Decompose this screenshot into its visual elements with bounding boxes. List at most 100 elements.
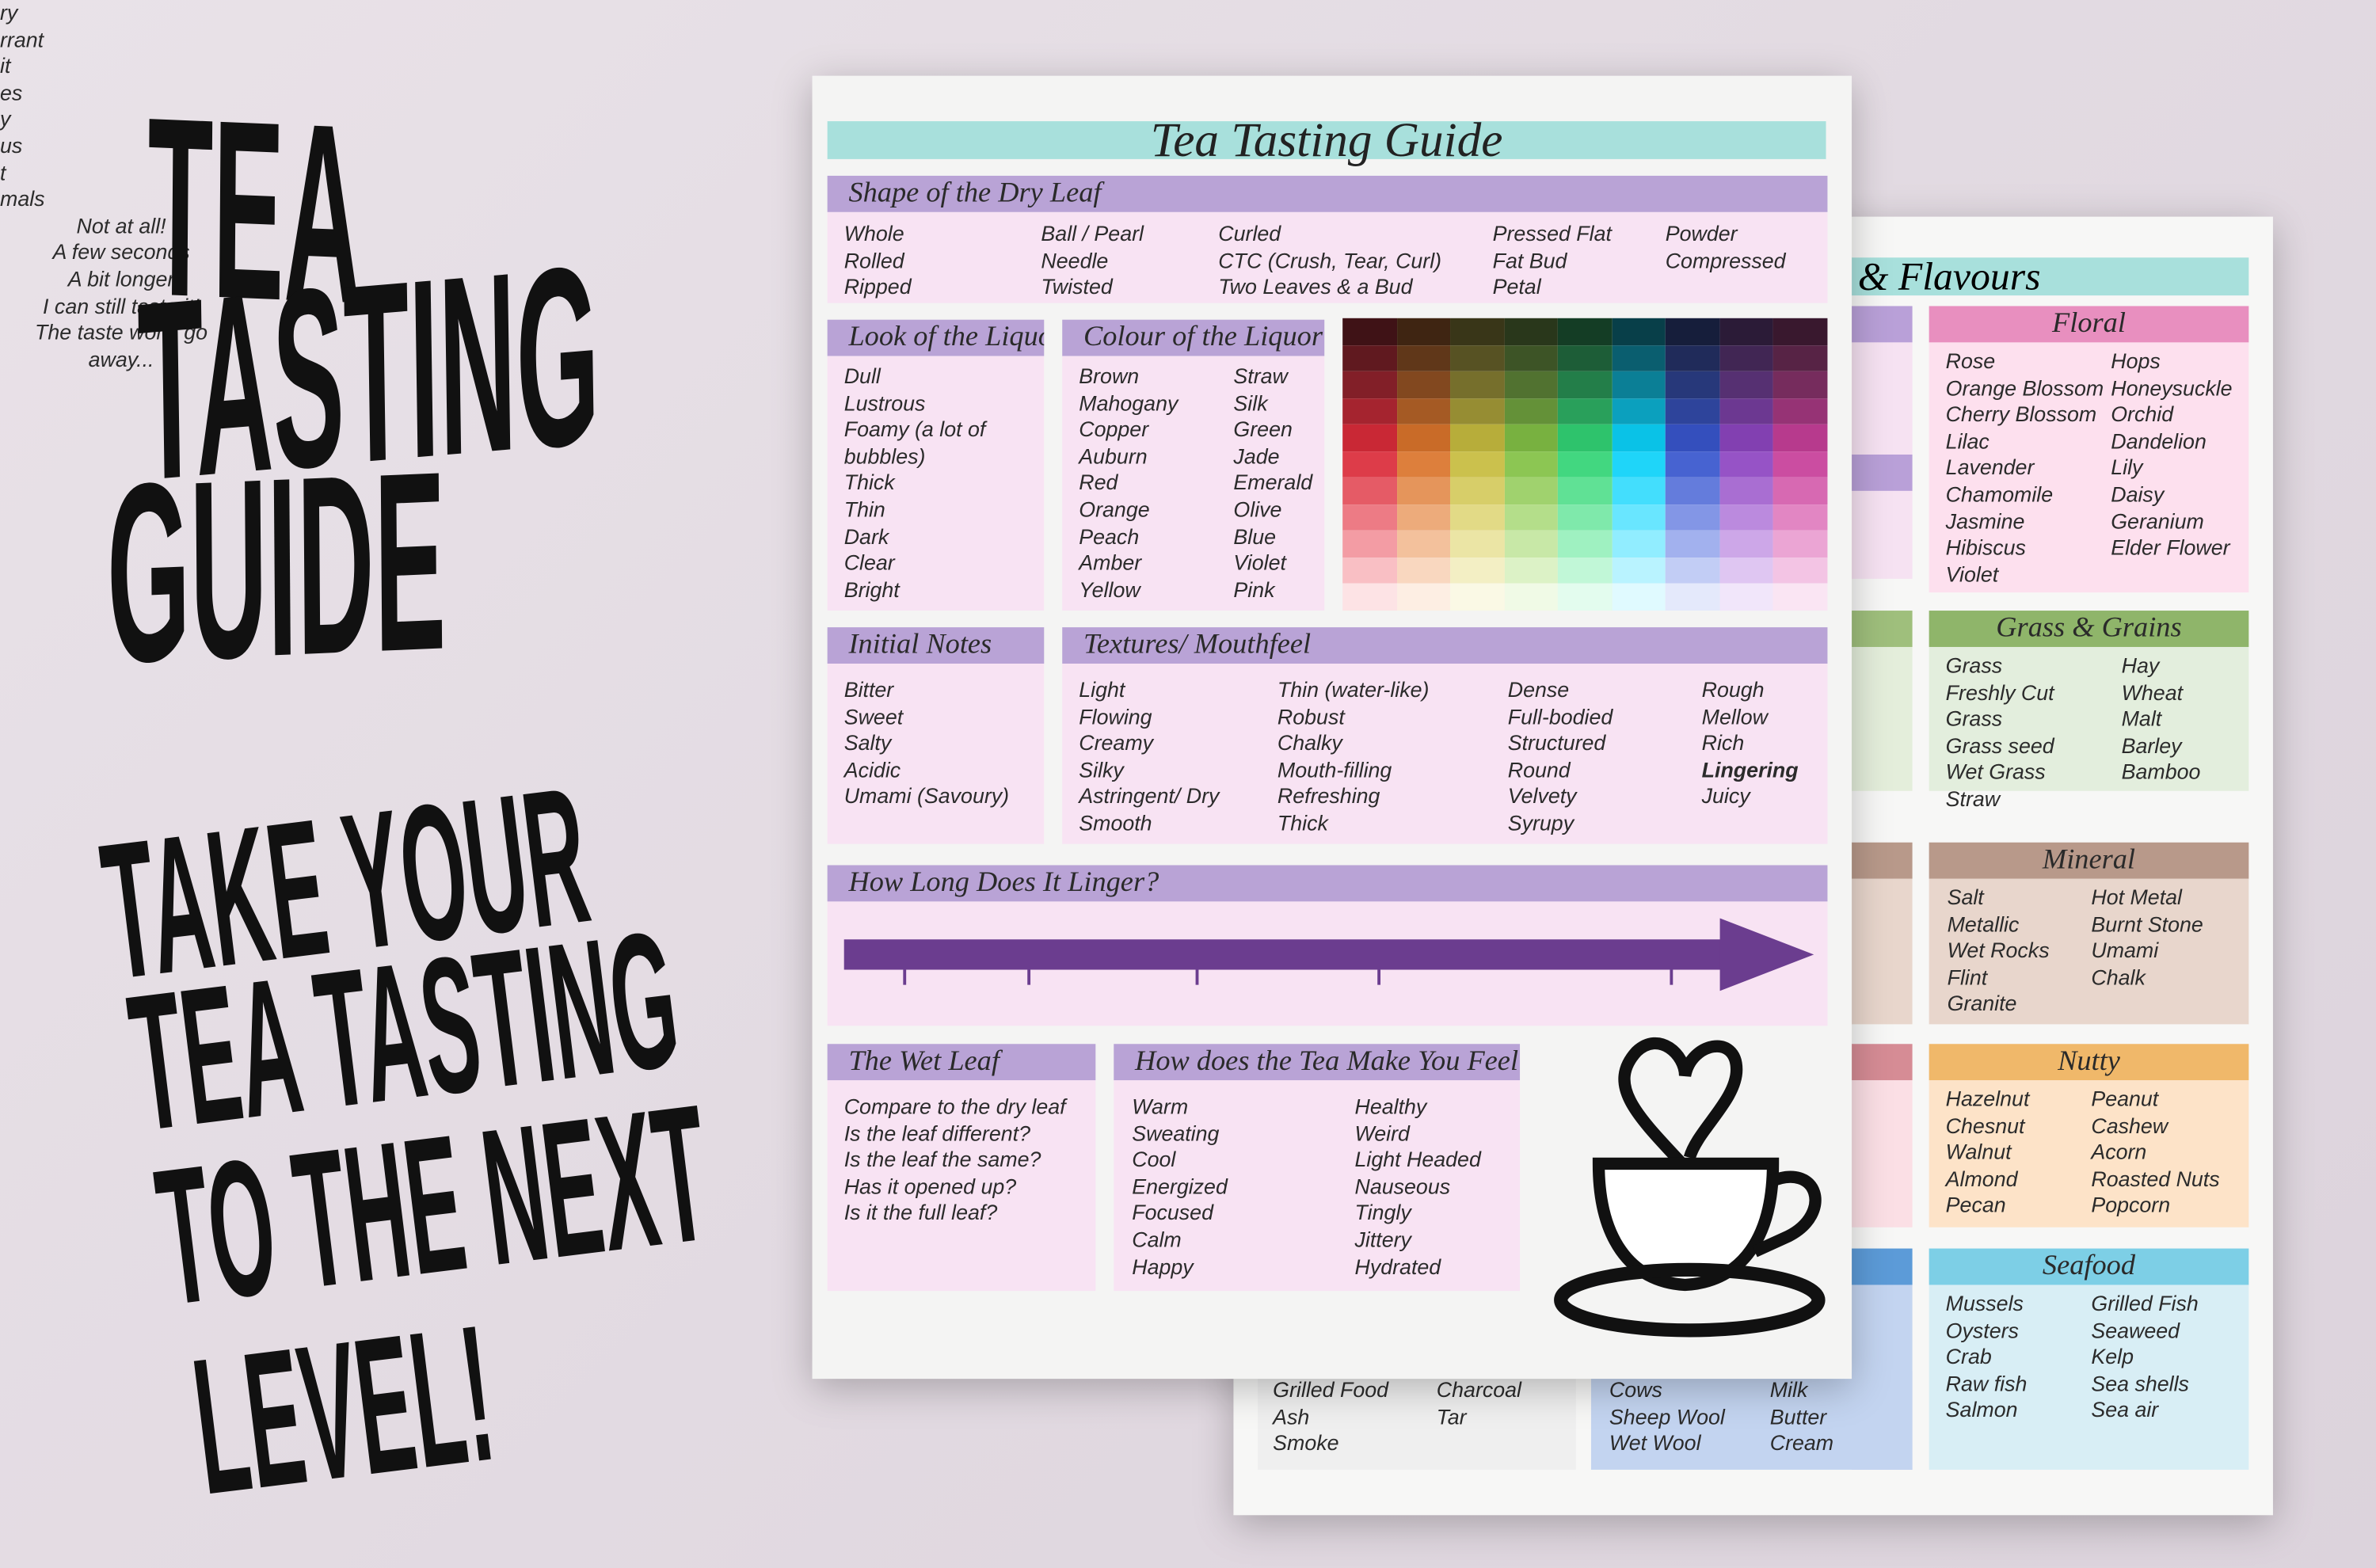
partial-header	[1852, 611, 1913, 647]
colour-swatch	[1611, 398, 1666, 424]
item: Mussels	[1945, 1291, 2024, 1315]
scale-label: A bit longer	[67, 266, 175, 291]
scale-label: The taste won't go away...	[35, 319, 208, 371]
item: Sea shells	[2091, 1371, 2189, 1395]
item: Freshly Cut Grass	[1945, 679, 2054, 731]
item: Chamomile	[1945, 481, 2054, 506]
item-column: Milk Butter Cream	[1770, 1377, 1906, 1457]
colour-swatch	[1665, 344, 1719, 371]
item-column: Straw Silk Green Jade Emerald Olive Blue Violet…	[1233, 363, 1318, 603]
partial-body	[1852, 342, 1913, 455]
item: Weird	[1354, 1121, 1410, 1145]
item-column: Rough Mellow Rich Lingering Juicy	[1702, 677, 1822, 810]
item: Roasted Nuts	[2091, 1166, 2220, 1191]
colour-swatch	[1557, 451, 1612, 478]
item: Lily	[2111, 455, 2143, 480]
item: Hibiscus	[1945, 535, 2026, 560]
item: Sweet	[843, 703, 904, 729]
item: Has it opened up?	[843, 1174, 1017, 1199]
section-header: Seafood	[1929, 1248, 2249, 1285]
item: Needle	[1041, 248, 1109, 272]
item: Dull	[843, 363, 881, 388]
section-header: Nutty	[1929, 1044, 2249, 1081]
colour-swatch	[1450, 344, 1504, 371]
item-column: Grilled Food Ash Smoke	[1273, 1377, 1430, 1457]
item: Lingering	[1701, 757, 1799, 782]
item: Healthy	[1354, 1094, 1427, 1119]
item: Mahogany	[1079, 390, 1178, 415]
colour-swatch	[1772, 583, 1827, 611]
item-column: Hazelnut Chesnut Walnut Almond Pecan	[1946, 1087, 2085, 1220]
section-body	[827, 664, 1045, 844]
section-body	[1062, 356, 1325, 611]
item: Two Leaves & a Bud	[1218, 274, 1413, 299]
colour-swatch	[1772, 477, 1827, 504]
colour-swatch	[1611, 344, 1666, 371]
colour-swatch	[1503, 318, 1558, 345]
colour-swatch	[1611, 371, 1666, 398]
partial-header	[1852, 1248, 1913, 1285]
section-body	[1929, 1080, 2249, 1227]
item: Bright	[843, 577, 900, 602]
colour-swatch	[1503, 371, 1558, 398]
item: Rich	[1701, 730, 1745, 755]
item: Thin	[843, 497, 885, 522]
item: Charcoal	[1436, 1377, 1522, 1402]
section-body	[1929, 342, 2249, 593]
colour-swatch	[1342, 477, 1397, 504]
item: Pressed Flat	[1492, 221, 1612, 245]
item: Juicy	[1701, 783, 1750, 809]
item: Smooth	[1079, 810, 1152, 835]
item: Hops	[2111, 348, 2161, 373]
tagline-line: LEVEL!	[183, 1284, 505, 1537]
scale-arrow-shaft	[843, 939, 1723, 970]
item: Orange	[1079, 497, 1150, 522]
item: Tingly	[1354, 1201, 1411, 1225]
item: Sea air	[2091, 1397, 2159, 1422]
section-body	[1929, 878, 2249, 1025]
item: Blue	[1233, 523, 1277, 548]
colour-swatch	[1557, 424, 1612, 451]
item: Salt	[1947, 885, 1984, 909]
partial-body	[1852, 878, 1913, 1025]
item: Cows	[1609, 1377, 1662, 1402]
colour-swatch	[1719, 583, 1773, 611]
fragment: es	[0, 79, 23, 105]
section-header: Grass & Grains	[1929, 611, 2249, 647]
item: Thin (water-like)	[1277, 677, 1430, 702]
colour-swatch	[1557, 504, 1612, 531]
colour-swatch	[1611, 583, 1666, 611]
item: Emerald	[1233, 470, 1313, 495]
item: Flint	[1947, 965, 1988, 989]
item: Wet Grass	[1945, 759, 2046, 784]
section-body	[1258, 1371, 1576, 1470]
section-header: How does the Tea Make You Feel?	[1114, 1044, 1521, 1081]
item-column: Dull Lustrous Foamy (a lot of bubbles) Thic…	[844, 363, 1038, 603]
item: Lilac	[1945, 428, 1990, 453]
item: Sheep Wool	[1609, 1403, 1725, 1429]
item: Metallic	[1947, 911, 2020, 936]
colour-swatch	[1342, 344, 1397, 371]
colour-swatch	[1450, 504, 1504, 531]
item: Compare to the dry leaf	[843, 1094, 1066, 1119]
fragment: it	[0, 53, 11, 78]
colour-swatch	[1342, 583, 1397, 611]
item: Powder	[1665, 221, 1738, 245]
item: Crab	[1945, 1344, 1992, 1369]
section-header: Mineral	[1929, 842, 2249, 879]
partial-header	[1852, 1044, 1913, 1081]
section-header: How Long Does It Linger?	[827, 865, 1828, 902]
colour-swatch	[1450, 451, 1504, 478]
colour-swatch	[1450, 371, 1504, 398]
colour-swatch	[1719, 318, 1773, 345]
item-column: Hot Metal Burnt Stone Umami Chalk	[2091, 885, 2242, 991]
fragment: mals	[0, 186, 45, 211]
colour-swatch	[1772, 504, 1827, 531]
item: Almond	[1945, 1166, 2018, 1191]
colour-swatch	[1557, 344, 1612, 371]
item: Focused	[1132, 1201, 1213, 1225]
item: Kelp	[2091, 1344, 2134, 1369]
colour-swatch	[1503, 424, 1558, 451]
item: Hot Metal	[2091, 885, 2183, 909]
colour-swatch	[1557, 530, 1612, 558]
